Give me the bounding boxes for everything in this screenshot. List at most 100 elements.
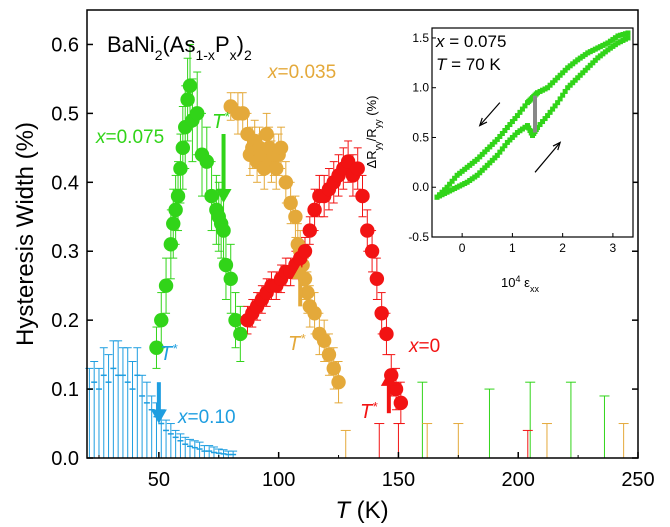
y-tick-label: 0.5 bbox=[51, 103, 79, 125]
main-points bbox=[86, 78, 409, 456]
inset-point-down-sweep bbox=[444, 184, 450, 190]
inset-x-label: 104 εxx bbox=[501, 274, 539, 294]
inset-point-up-sweep bbox=[540, 119, 546, 125]
inset-point-down-sweep bbox=[482, 149, 488, 155]
inset-point-down-sweep bbox=[625, 30, 631, 36]
inset-point-up-sweep bbox=[462, 181, 468, 187]
inset-point-down-sweep bbox=[617, 32, 623, 38]
data-point-x0075 bbox=[149, 340, 164, 355]
inset-point-up-sweep bbox=[570, 80, 576, 86]
inset-point-down-sweep bbox=[540, 87, 546, 93]
inset-y-tick-label: 1.0 bbox=[412, 81, 429, 95]
tstar-arrow-head bbox=[292, 265, 309, 280]
inset-point-up-sweep bbox=[457, 183, 463, 189]
inset-point-down-sweep bbox=[484, 146, 490, 152]
inset-y-ticks: -0.5 0.0 0.5 1.0 1.5 bbox=[408, 31, 436, 244]
series-label-x0: x=0 bbox=[408, 336, 440, 357]
inset-point-down-sweep bbox=[570, 61, 576, 67]
inset-point-down-sweep bbox=[497, 133, 503, 139]
x-tick-label: 100 bbox=[262, 469, 295, 491]
inset-point-up-sweep bbox=[575, 75, 581, 81]
series-label-x0075: x=0.075 bbox=[95, 127, 164, 148]
inset-point-up-sweep bbox=[504, 139, 510, 145]
inset-point-up-sweep bbox=[545, 113, 551, 119]
data-point-x0035 bbox=[278, 175, 294, 190]
data-point-x0075 bbox=[223, 271, 238, 286]
inset-point-down-sweep bbox=[454, 172, 460, 178]
x-tick-label: 150 bbox=[382, 469, 415, 491]
x-axis-label: T (K) bbox=[335, 497, 388, 524]
inset-point-down-sweep bbox=[577, 55, 583, 61]
inset-point-up-sweep bbox=[595, 55, 601, 61]
inset-point-up-sweep bbox=[454, 184, 460, 190]
data-point-x0035 bbox=[316, 333, 332, 349]
inset-point-up-sweep bbox=[565, 85, 571, 91]
inset-point-down-sweep bbox=[545, 85, 551, 91]
inset-point-up-sweep bbox=[605, 47, 611, 53]
inset-sweep-arrow-left bbox=[479, 102, 501, 126]
inset-point-down-sweep bbox=[504, 125, 510, 131]
inset-point-up-sweep bbox=[592, 57, 598, 63]
data-point-x0 bbox=[393, 395, 409, 411]
inset-point-down-sweep bbox=[442, 187, 448, 193]
inset-point-up-sweep bbox=[509, 134, 515, 140]
data-point-x0075 bbox=[154, 312, 169, 328]
inset-point-down-sweep bbox=[522, 103, 528, 109]
inset-point-up-sweep bbox=[507, 137, 513, 143]
data-point-x0035 bbox=[288, 209, 303, 224]
inset-x-tick-label: 3 bbox=[610, 241, 617, 255]
y-tick-label: 0.6 bbox=[51, 34, 79, 56]
inset-point-up-sweep bbox=[567, 82, 573, 88]
data-point-x0075 bbox=[163, 237, 179, 252]
inset-point-down-sweep bbox=[464, 164, 470, 170]
inset-y-tick-label: 0.5 bbox=[412, 130, 429, 144]
data-point-x0 bbox=[350, 161, 365, 176]
inset-point-down-sweep bbox=[519, 106, 525, 112]
data-point-x0 bbox=[369, 271, 385, 286]
inset-y-tick-label: 1.5 bbox=[412, 31, 429, 45]
inset-point-up-sweep bbox=[474, 172, 480, 178]
inset-point-up-sweep bbox=[557, 96, 563, 102]
data-point-x0035 bbox=[326, 361, 341, 376]
inset-point-down-sweep bbox=[499, 130, 505, 136]
inset-point-down-sweep bbox=[507, 122, 513, 128]
main-y-ticks: 0.0 0.1 0.2 0.3 0.4 0.5 0.6 bbox=[51, 34, 638, 470]
data-point-x0 bbox=[302, 223, 317, 238]
data-point-x0075 bbox=[204, 188, 219, 204]
data-point-x0035 bbox=[331, 374, 346, 390]
data-point-x0 bbox=[374, 306, 389, 321]
data-point-x0 bbox=[355, 188, 370, 204]
inset-point-up-sweep bbox=[547, 109, 553, 115]
data-point-x0035 bbox=[321, 347, 337, 362]
inset-point-down-sweep bbox=[575, 57, 581, 63]
series-label-x010: x=0.10 bbox=[177, 407, 236, 428]
inset-point-down-sweep bbox=[580, 53, 586, 59]
inset-point-down-sweep bbox=[472, 158, 478, 164]
inset-point-down-sweep bbox=[600, 42, 606, 48]
inset-point-up-sweep bbox=[517, 128, 523, 134]
inset-point-up-sweep bbox=[612, 42, 618, 48]
data-point-x0035 bbox=[259, 126, 274, 142]
inset-point-up-sweep bbox=[514, 130, 520, 135]
inset-point-down-sweep bbox=[557, 72, 563, 78]
inset-point-up-sweep bbox=[482, 165, 488, 171]
inset-point-down-sweep bbox=[439, 189, 445, 195]
inset-point-up-sweep bbox=[587, 62, 593, 68]
inset-point-down-sweep bbox=[610, 36, 616, 42]
data-point-x0 bbox=[297, 244, 313, 259]
inset-point-down-sweep bbox=[492, 139, 498, 145]
inset-point-down-sweep bbox=[572, 59, 578, 65]
main-annotations bbox=[150, 134, 397, 424]
tstar-arrow-head bbox=[380, 371, 397, 386]
inset-point-up-sweep bbox=[522, 124, 528, 130]
inset-point-down-sweep bbox=[459, 168, 465, 174]
inset-point-down-sweep bbox=[437, 192, 443, 198]
inset-point-up-sweep bbox=[489, 157, 495, 163]
inset-point-down-sweep bbox=[590, 47, 596, 53]
inset-point-up-sweep bbox=[499, 146, 505, 152]
inset-annotation-x: x = 0.075 bbox=[435, 32, 506, 51]
inset-point-down-sweep bbox=[547, 82, 553, 88]
inset-x-ticks: 0 1 2 3 bbox=[459, 233, 617, 255]
inset-point-down-sweep bbox=[524, 100, 530, 106]
